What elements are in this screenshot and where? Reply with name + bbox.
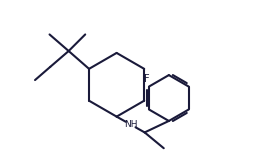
Text: NH: NH [124, 120, 137, 129]
Text: F: F [144, 73, 150, 84]
